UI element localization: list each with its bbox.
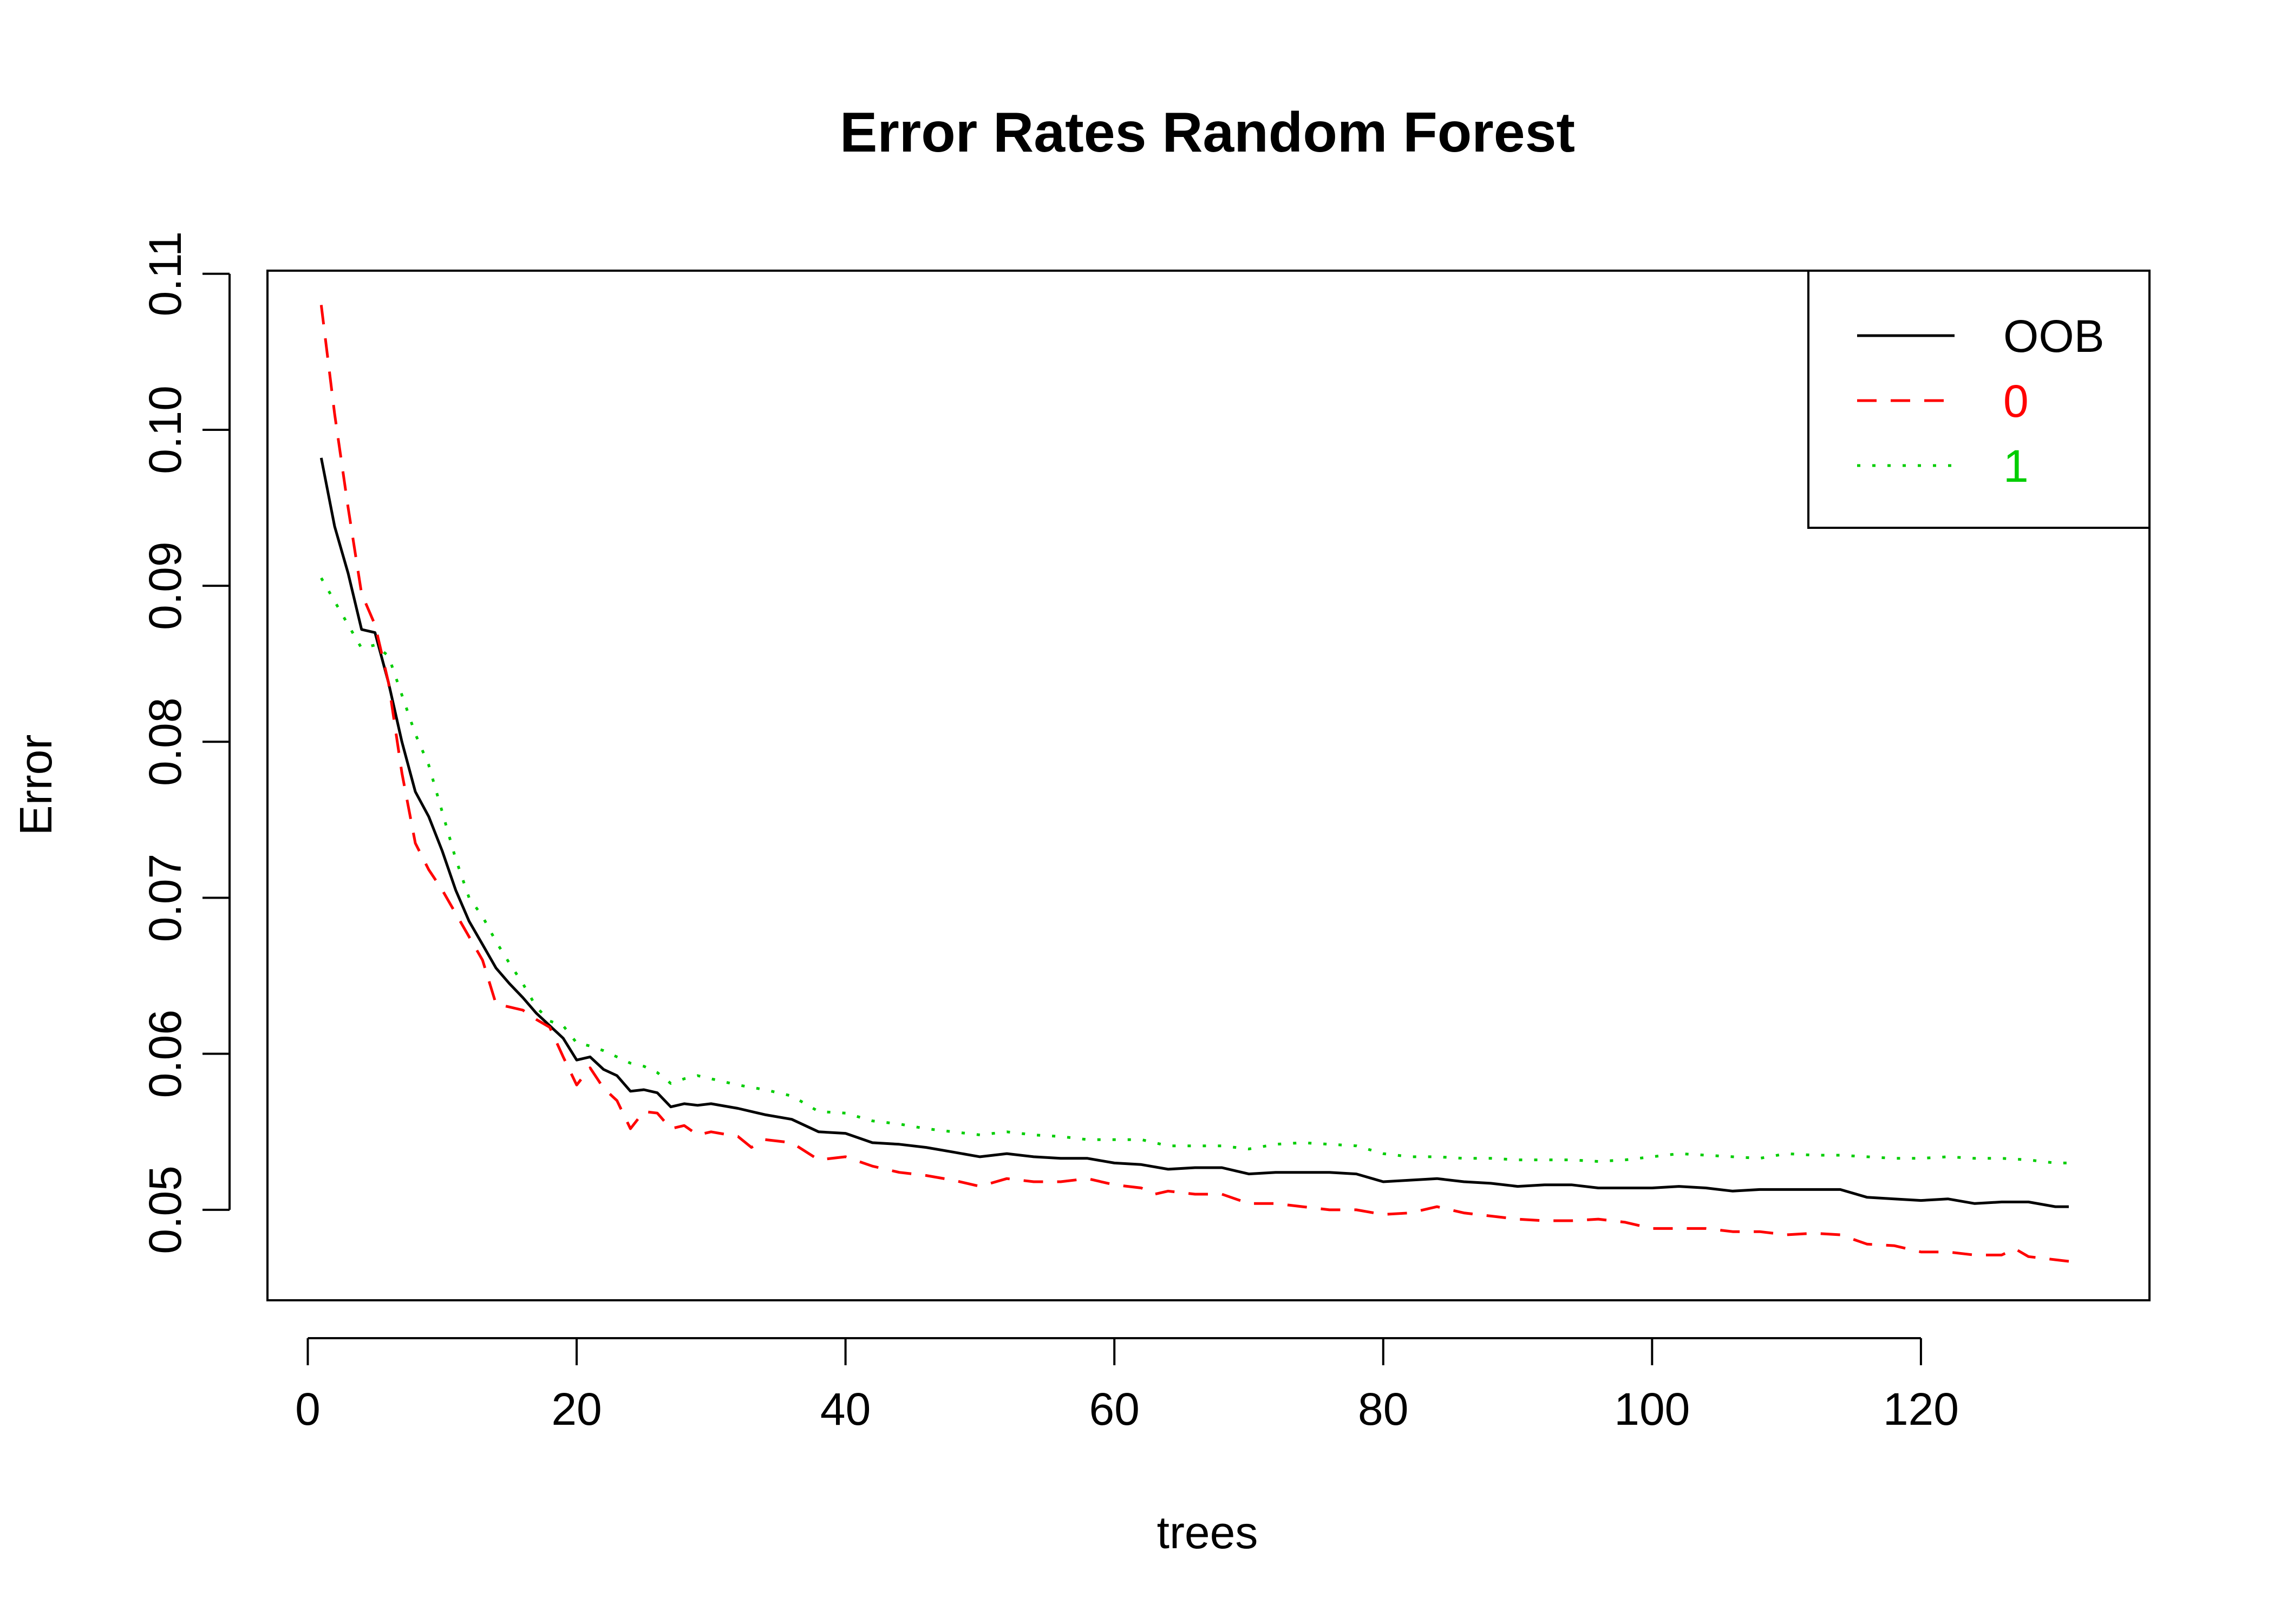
y-tick-label: 0.08 (140, 698, 191, 787)
x-axis-label: trees (1157, 1507, 1258, 1558)
x-tick-label: 0 (295, 1384, 321, 1435)
y-axis: 0.05 0.06 0.07 0.08 0.09 0.10 0.11 (140, 231, 231, 1254)
x-axis: 0 20 40 60 80 100 120 (295, 1337, 1959, 1435)
y-tick-label: 0.06 (140, 1010, 191, 1098)
y-tick-label: 0.11 (140, 231, 191, 316)
x-tick-label: 100 (1614, 1384, 1690, 1435)
y-tick-label: 0.09 (140, 541, 191, 630)
x-tick-label: 20 (551, 1384, 602, 1435)
series-line-0 (319, 305, 2069, 1263)
x-tick-label: 120 (1883, 1384, 1959, 1435)
legend-label-0: 0 (2003, 376, 2029, 427)
x-tick-label: 60 (1089, 1384, 1139, 1435)
y-tick-label: 0.05 (140, 1165, 191, 1254)
legend: OOB 0 1 (1807, 270, 2151, 529)
series-line-1 (320, 577, 2069, 1164)
legend-label-1: 1 (2003, 441, 2029, 492)
y-tick-label: 0.07 (140, 854, 191, 942)
plot-frame (266, 270, 2151, 1301)
series-line-OOB (319, 457, 2069, 1208)
series-layer (319, 305, 2069, 1263)
y-tick-label: 0.10 (140, 385, 191, 474)
x-tick-label: 40 (820, 1384, 871, 1435)
legend-label-OOB: OOB (2003, 311, 2105, 362)
chart-title: Error Rates Random Forest (840, 101, 1575, 164)
x-tick-label: 80 (1358, 1384, 1408, 1435)
y-axis-label: Error (10, 735, 61, 836)
